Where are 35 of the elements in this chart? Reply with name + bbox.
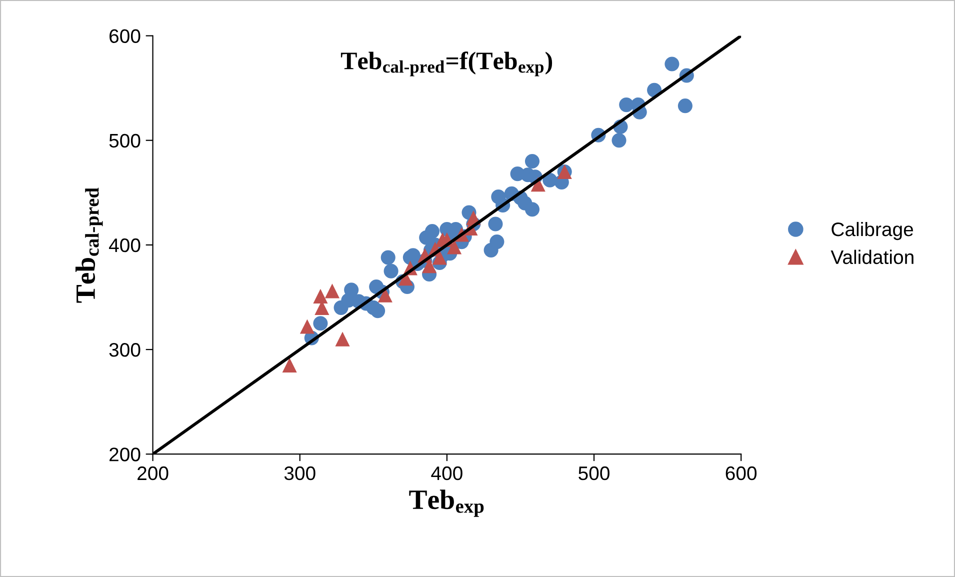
x-tick-label: 300 xyxy=(284,466,316,480)
point xyxy=(524,154,540,169)
point xyxy=(432,250,447,265)
y-tick-label: 300 xyxy=(109,342,140,357)
point xyxy=(313,288,328,304)
x-tick-label: 500 xyxy=(578,466,610,480)
legend-label: Calibrage xyxy=(832,222,914,240)
text: Teb$_{cal-pred}$=f(Teb$_{exp}$) xyxy=(340,52,552,76)
y-tick-label: 400 xyxy=(109,238,140,252)
x-tick-label: 600 xyxy=(726,466,757,480)
point xyxy=(678,98,692,114)
point xyxy=(324,284,340,298)
y-tick-label: 500 xyxy=(109,134,140,148)
point xyxy=(313,316,328,331)
y-axis-title: Teb$_{cal-pred}$ xyxy=(76,188,103,303)
point xyxy=(664,56,680,72)
x-tick-label: 400 xyxy=(431,466,462,480)
point xyxy=(490,234,504,250)
point xyxy=(524,202,540,217)
point xyxy=(380,250,396,265)
point xyxy=(447,240,462,254)
y-tick-label: 600 xyxy=(110,29,140,44)
x-tick-label: 200 xyxy=(138,466,168,480)
point xyxy=(488,216,503,232)
x-axis-title: Teb$_{exp}$ xyxy=(409,490,484,517)
point xyxy=(370,304,386,318)
point xyxy=(344,282,359,298)
legend-label: Validation xyxy=(830,250,914,264)
point xyxy=(612,133,626,148)
point xyxy=(335,332,350,346)
point xyxy=(300,319,315,334)
point xyxy=(424,224,440,239)
y-tick-label: 200 xyxy=(110,448,140,462)
point xyxy=(384,264,398,278)
point xyxy=(282,358,297,372)
